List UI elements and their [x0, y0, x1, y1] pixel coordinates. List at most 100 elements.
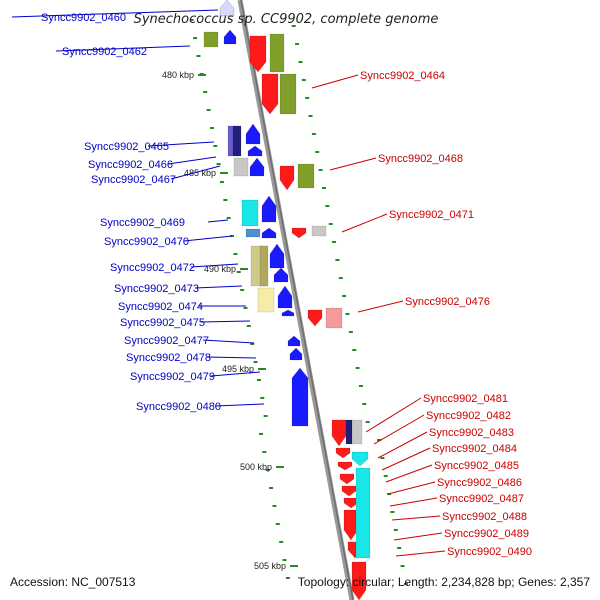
gene-0488: [343, 509, 359, 541]
gene-0480: [291, 367, 309, 427]
left-gene-label: Syncc9902_0465: [84, 141, 169, 153]
backbone-line: [237, 0, 355, 600]
right-gene-label: Syncc9902_0486: [437, 477, 522, 489]
right-gene-label: Syncc9902_0488: [442, 511, 527, 523]
gene-0477: [287, 335, 301, 347]
right-gene-label: Syncc9902_0483: [429, 427, 514, 439]
right-label-leader: [357, 300, 404, 313]
left-gene-label: Syncc9902_0475: [120, 317, 205, 329]
gene-0474-cog: [257, 287, 275, 313]
gene-0472-cog-b: [259, 245, 269, 287]
left-gene-label: Syncc9902_0462: [62, 46, 147, 58]
right-label-leader: [391, 515, 441, 521]
gene-0469: [261, 195, 277, 223]
kbp-label: 495 kbp: [222, 364, 254, 374]
gene-0482-cog: [345, 419, 353, 445]
left-label-leader: [11, 9, 219, 18]
gene-0460-cog: [219, 0, 235, 17]
gene-0481: [331, 419, 347, 447]
left-gene-label: Syncc9902_0480: [136, 401, 221, 413]
gene-0482-cog-b: [351, 419, 363, 445]
right-label-leader: [329, 157, 377, 171]
left-gene-label: Syncc9902_0478: [126, 352, 211, 364]
right-gene-label: Syncc9902_0484: [432, 443, 517, 455]
right-label-leader: [311, 74, 359, 89]
gene-0466: [247, 145, 263, 157]
gene-0465: [245, 123, 261, 145]
left-label-leader: [170, 165, 221, 180]
right-label-leader: [385, 464, 433, 483]
gene-0467: [249, 157, 265, 177]
topology-text: Topology: circular; Length: 2,234,828 bp…: [298, 575, 591, 589]
left-gene-label: Syncc9902_0469: [100, 217, 185, 229]
gene-0470-cog: [245, 228, 261, 238]
left-label-leader: [210, 371, 261, 377]
gene-0478: [289, 347, 303, 361]
gene-0464: [261, 73, 279, 115]
accession-text: Accession: NC_007513: [10, 575, 136, 589]
right-gene-label: Syncc9902_0481: [423, 393, 508, 405]
right-label-leader: [377, 431, 428, 459]
right-gene-label: Syncc9902_0487: [439, 493, 524, 505]
gene-0473: [273, 267, 289, 283]
left-gene-label: Syncc9902_0467: [91, 174, 176, 186]
left-gene-label: Syncc9902_0470: [104, 236, 189, 248]
gene-0468-cog: [297, 163, 315, 189]
left-label-leader: [147, 141, 215, 147]
gene-0487: [343, 497, 359, 509]
left-label-leader: [167, 156, 217, 165]
left-gene-label: Syncc9902_0477: [124, 335, 209, 347]
gene-0475: [281, 309, 295, 317]
kbp-label: 500 kbp: [240, 462, 272, 472]
kbp-label: 485 kbp: [184, 168, 216, 178]
left-label-leader: [214, 403, 265, 407]
left-label-leader: [200, 320, 251, 323]
gene-0471: [291, 227, 307, 239]
gene-0463: [249, 35, 267, 73]
right-gene-label: Syncc9902_0468: [378, 153, 463, 165]
gene-0474: [277, 285, 293, 309]
kbp-label: 490 kbp: [204, 264, 236, 274]
right-gene-label: Syncc9902_0476: [405, 296, 490, 308]
gene-0470: [261, 227, 277, 239]
right-gene-label: Syncc9902_0485: [434, 460, 519, 472]
left-gene-label: Syncc9902_0479: [130, 371, 215, 383]
gene-0486: [341, 485, 357, 497]
left-label-leader: [202, 339, 255, 344]
gene-0465-cog-b: [232, 125, 242, 157]
gene-0467-cog: [233, 157, 249, 177]
gene-0463-cog: [269, 33, 285, 73]
right-gene-label: Syncc9902_0464: [360, 70, 445, 82]
left-gene-label: Syncc9902_0472: [110, 262, 195, 274]
gene-0469-cog: [241, 199, 259, 227]
gene-0468: [279, 165, 295, 191]
gene-0485: [339, 473, 355, 485]
left-label-leader: [207, 219, 229, 223]
right-label-leader: [381, 447, 431, 471]
gene-0472: [269, 243, 285, 269]
left-label-leader: [194, 285, 243, 289]
right-label-leader: [341, 213, 388, 233]
right-gene-label: Syncc9902_0471: [389, 209, 474, 221]
gene-0484: [337, 461, 353, 471]
right-label-leader: [395, 550, 446, 557]
gene-cluster-cog: [355, 467, 371, 559]
left-gene-label: Syncc9902_0473: [114, 283, 199, 295]
map-title: Synechococcus sp. CC9902, complete genom…: [134, 12, 439, 27]
gene-0490: [351, 561, 367, 600]
kbp-label: 505 kbp: [254, 561, 286, 571]
right-label-leader: [365, 397, 422, 433]
backbone-shadow: [240, 0, 354, 600]
right-gene-label: Syncc9902_0490: [447, 546, 532, 558]
gene-0476-cog: [325, 307, 343, 329]
right-label-leader: [393, 532, 443, 541]
gene-0462-cog: [203, 31, 219, 48]
right-label-leader: [373, 414, 425, 445]
right-gene-label: Syncc9902_0489: [444, 528, 529, 540]
left-label-leader: [206, 356, 257, 359]
left-label-leader: [183, 235, 233, 242]
gene-0464-cog: [279, 73, 297, 115]
left-label-leader: [190, 263, 239, 268]
gene-0462: [223, 29, 237, 45]
